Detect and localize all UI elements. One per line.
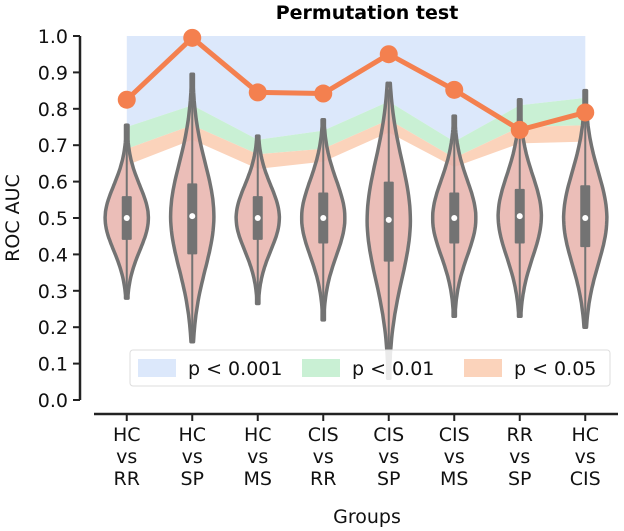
violin-median bbox=[320, 215, 327, 221]
x-axis: HCvsRRHCvsSPHCvsMSCISvsRRCISvsSPCISvsMSR… bbox=[94, 412, 618, 490]
x-tick-label: CIS bbox=[308, 424, 339, 446]
violin-median bbox=[123, 215, 130, 221]
y-tick-label: 0.9 bbox=[38, 62, 68, 84]
x-tick-label: CIS bbox=[373, 424, 404, 446]
observed-auc-point bbox=[445, 80, 464, 99]
chart-title: Permutation test bbox=[276, 2, 459, 24]
legend-label: p < 0.001 bbox=[188, 358, 282, 380]
plot-area bbox=[103, 28, 609, 380]
x-tick-label: vs bbox=[378, 446, 399, 468]
x-tick-label: HC bbox=[113, 424, 141, 446]
violin-group bbox=[496, 97, 544, 319]
violin-median bbox=[189, 213, 196, 220]
violin-group bbox=[103, 123, 151, 300]
y-tick-label: 0.1 bbox=[38, 354, 68, 376]
y-tick-label: 0.7 bbox=[38, 135, 68, 157]
legend: p < 0.001 p < 0.01 p < 0.05 bbox=[129, 349, 611, 387]
observed-auc-point bbox=[379, 45, 398, 64]
x-tick-label: RR bbox=[114, 468, 140, 490]
legend-label: p < 0.01 bbox=[352, 358, 434, 380]
x-tick-label: CIS bbox=[570, 468, 601, 490]
y-tick-label: 0.6 bbox=[38, 172, 68, 194]
x-tick-label: vs bbox=[313, 446, 334, 468]
x-tick-label: SP bbox=[180, 468, 204, 490]
y-tick-label: 0.0 bbox=[38, 390, 68, 412]
y-tick-label: 0.3 bbox=[38, 281, 68, 303]
x-tick-label: vs bbox=[247, 446, 268, 468]
x-tick-label: vs bbox=[116, 446, 137, 468]
legend-swatch bbox=[302, 359, 340, 377]
band-p-005 bbox=[126, 119, 586, 169]
legend-label: p < 0.05 bbox=[514, 358, 596, 380]
violin-group bbox=[234, 134, 282, 306]
x-tick-label: CIS bbox=[439, 424, 470, 446]
x-tick-label: RR bbox=[507, 424, 533, 446]
violin-median bbox=[254, 215, 261, 221]
x-tick-label: RR bbox=[310, 468, 336, 490]
observed-auc-point bbox=[248, 83, 267, 102]
observed-auc-point bbox=[183, 28, 202, 47]
x-axis-label: Groups bbox=[333, 506, 401, 528]
violin-median bbox=[582, 215, 589, 221]
y-tick-label: 0.2 bbox=[38, 317, 68, 339]
x-tick-label: HC bbox=[571, 424, 599, 446]
legend-swatch bbox=[464, 359, 502, 377]
band-p-0001 bbox=[126, 36, 586, 142]
violin-group bbox=[299, 117, 347, 322]
x-tick-label: vs bbox=[182, 446, 203, 468]
y-axis: 0.0 0.1 0.2 0.3 0.4 0.5 0.6 0.7 0.8 0.9 1.0 bbox=[38, 26, 82, 412]
x-tick-label: vs bbox=[444, 446, 465, 468]
y-tick-label: 0.8 bbox=[38, 99, 68, 121]
x-tick-label: HC bbox=[178, 424, 206, 446]
x-tick-label: MS bbox=[244, 468, 272, 490]
observed-auc-point bbox=[117, 90, 136, 109]
violin-group bbox=[561, 88, 609, 329]
violin-median bbox=[516, 213, 523, 220]
observed-auc-point bbox=[510, 120, 529, 139]
violin-group bbox=[168, 72, 216, 344]
x-tick-label: SP bbox=[508, 468, 532, 490]
y-tick-label: 0.4 bbox=[38, 244, 68, 266]
observed-auc-line bbox=[125, 35, 586, 133]
violin-group bbox=[430, 114, 478, 319]
observed-auc-point bbox=[576, 103, 595, 122]
x-tick-label: SP bbox=[377, 468, 401, 490]
x-tick-label: vs bbox=[575, 446, 596, 468]
legend-swatch bbox=[138, 359, 176, 377]
y-axis-label: ROC AUC bbox=[2, 174, 24, 262]
x-tick-label: HC bbox=[244, 424, 272, 446]
violin-median bbox=[385, 216, 392, 223]
y-tick-label: 1.0 bbox=[38, 26, 68, 48]
x-tick-label: vs bbox=[509, 446, 530, 468]
y-tick-label: 0.5 bbox=[38, 208, 68, 230]
band-p-001 bbox=[126, 97, 586, 158]
observed-auc-point bbox=[314, 84, 333, 103]
violin-median bbox=[451, 215, 458, 221]
x-tick-label: MS bbox=[440, 468, 468, 490]
